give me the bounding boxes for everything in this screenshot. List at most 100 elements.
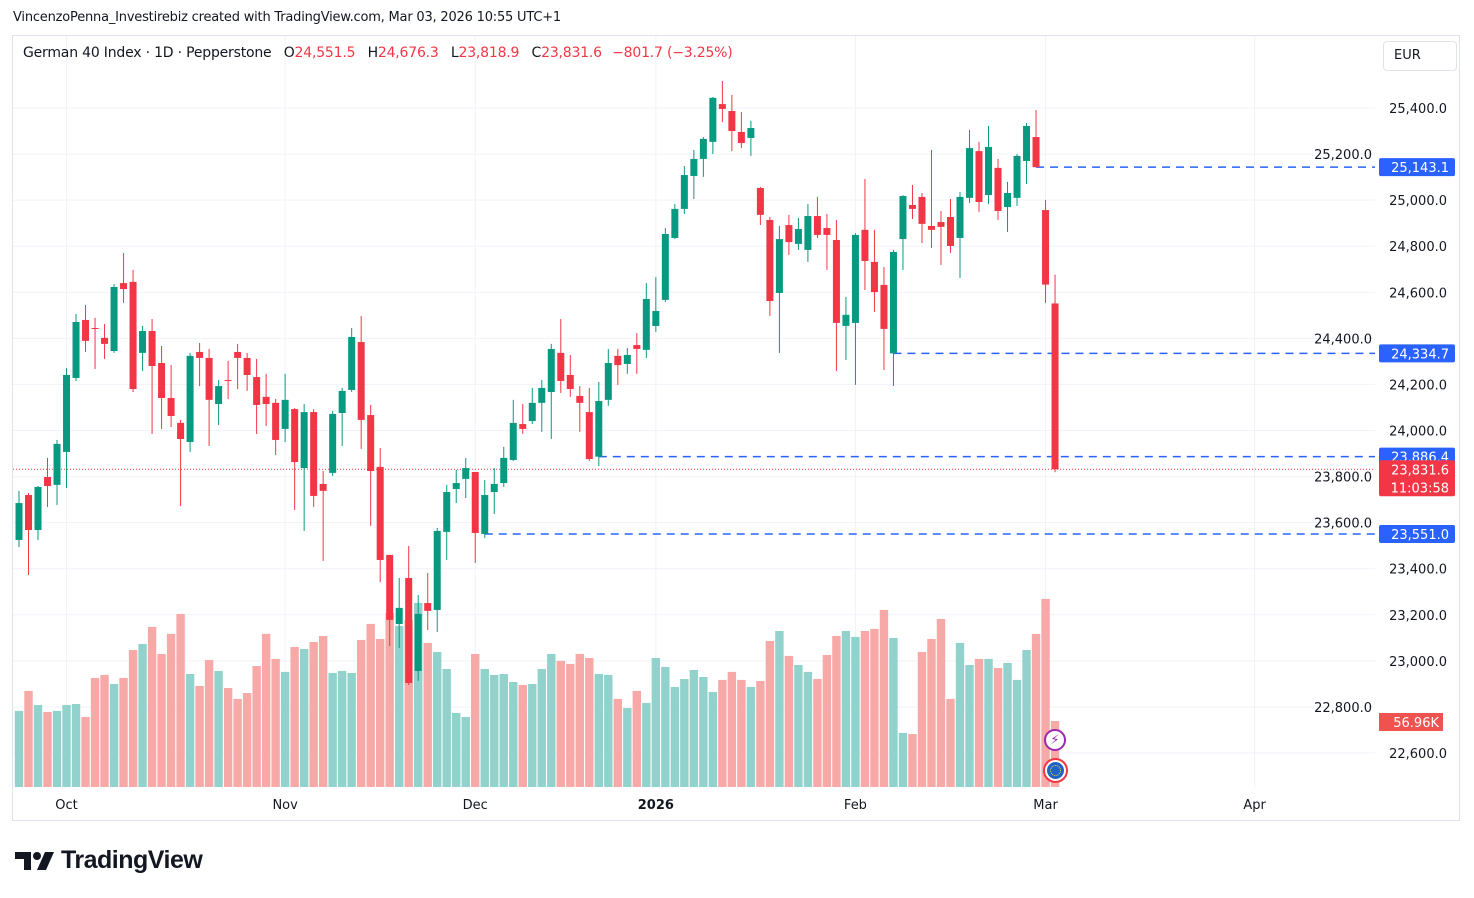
- volume-bar: [490, 674, 499, 787]
- candle-body: [205, 357, 213, 400]
- volume-bar: [822, 654, 832, 787]
- candle-body: [91, 327, 99, 329]
- volume-bar: [157, 653, 166, 787]
- volume-bar: [974, 658, 984, 787]
- candle-body: [538, 387, 546, 403]
- volume-bar: [242, 693, 252, 787]
- candle-body: [158, 363, 166, 399]
- open-label: O: [283, 45, 295, 61]
- high-label: H: [367, 45, 379, 61]
- volume-bar: [271, 658, 280, 787]
- candle-body: [661, 234, 669, 300]
- candle-body: [215, 386, 223, 405]
- x-tick-label: Mar: [1033, 798, 1058, 813]
- lightning-icon[interactable]: ⚡: [1044, 729, 1066, 751]
- candle-body: [804, 216, 812, 250]
- candle-body: [319, 483, 327, 491]
- candle-body: [851, 234, 859, 323]
- candle-body: [1042, 210, 1050, 285]
- candle-body: [25, 495, 33, 531]
- level-price-badge-bg: [1379, 344, 1455, 363]
- y-tick-label: 25,000.0: [1389, 194, 1447, 209]
- level-price-badge-bg: [1379, 158, 1455, 177]
- volume-bar: [461, 716, 470, 787]
- candle-body: [652, 310, 660, 326]
- candle-body: [823, 228, 831, 235]
- candle-body: [424, 603, 432, 611]
- candle-body: [110, 286, 118, 352]
- volume-bar: [404, 619, 413, 787]
- volume-bar: [452, 712, 461, 787]
- candle-body: [1004, 193, 1012, 208]
- candle-body: [310, 412, 318, 496]
- tradingview-logo[interactable]: TradingView: [15, 846, 203, 875]
- candle-body: [329, 413, 337, 473]
- candle-body: [500, 457, 508, 484]
- volume-bar: [851, 636, 860, 787]
- volume-bar: [471, 653, 480, 787]
- candle-body: [576, 395, 584, 403]
- volume-bar: [936, 618, 946, 787]
- candle-body: [452, 483, 460, 490]
- candle-body: [224, 380, 232, 382]
- volume-bar: [385, 612, 394, 787]
- y-tick-label: 23,800.0: [1314, 471, 1372, 486]
- volume-bar: [765, 640, 775, 787]
- level-price-badge: 23,551.0: [1379, 524, 1455, 543]
- volume-bar: [841, 630, 851, 787]
- candle-body: [367, 415, 375, 472]
- volume-bar: [756, 680, 765, 787]
- volume-bar: [119, 677, 128, 787]
- level-price-badge: 24,334.7: [1379, 344, 1455, 363]
- eu-flag-icon[interactable]: [1043, 758, 1068, 783]
- volume-bar: [252, 666, 261, 787]
- y-tick-label: 24,400.0: [1314, 332, 1372, 347]
- volume-bar: [337, 670, 347, 787]
- volume-bar: [185, 673, 195, 787]
- candle-body: [348, 336, 356, 390]
- candle-body: [177, 422, 185, 440]
- change-value: −801.7 (−3.25%): [612, 45, 733, 61]
- y-tick-label: 22,800.0: [1314, 701, 1372, 716]
- volume-bar: [575, 653, 584, 787]
- candle-body: [870, 261, 878, 293]
- volume-bar: [100, 674, 109, 787]
- y-tick-label: 24,800.0: [1389, 240, 1447, 255]
- volume-bar: [993, 667, 1003, 787]
- symbol-title[interactable]: German 40 Index · 1D · Pepperstone: [23, 45, 272, 61]
- candle-body: [966, 148, 973, 198]
- currency-button[interactable]: EUR: [1383, 41, 1457, 71]
- candle-body: [291, 409, 299, 463]
- x-tick-label: Apr: [1243, 798, 1266, 813]
- candle-body: [509, 422, 517, 460]
- volume-bar: [423, 642, 432, 787]
- level-price-badge-bg: [1379, 524, 1455, 543]
- candle-body: [1051, 303, 1059, 470]
- candle-body: [72, 322, 80, 378]
- level-price-badge-text: 23,551.0: [1391, 528, 1449, 543]
- candle-body: [794, 228, 802, 244]
- candle-body: [167, 398, 175, 416]
- volume-bar: [585, 658, 594, 787]
- candle-body: [547, 348, 555, 393]
- volume-bar: [204, 659, 214, 787]
- candle-body: [737, 131, 745, 144]
- volume-bar: [290, 646, 299, 787]
- x-tick-label: Feb: [844, 798, 867, 813]
- volume-bar: [642, 702, 651, 787]
- candle-body: [709, 97, 717, 142]
- candle-body: [832, 239, 840, 323]
- candle-body: [699, 138, 707, 159]
- candle-body: [490, 483, 498, 493]
- volume-bar: [699, 677, 708, 787]
- volume-bar: [43, 712, 52, 787]
- volume-bar: [109, 683, 119, 787]
- volume-bar: [518, 685, 527, 787]
- volume-bar: [328, 672, 337, 787]
- volume-bar: [71, 704, 81, 787]
- volume-bar: [147, 626, 157, 787]
- candle-body: [994, 167, 1002, 211]
- candle-body: [63, 374, 71, 452]
- high-value: 24,676.3: [377, 45, 439, 61]
